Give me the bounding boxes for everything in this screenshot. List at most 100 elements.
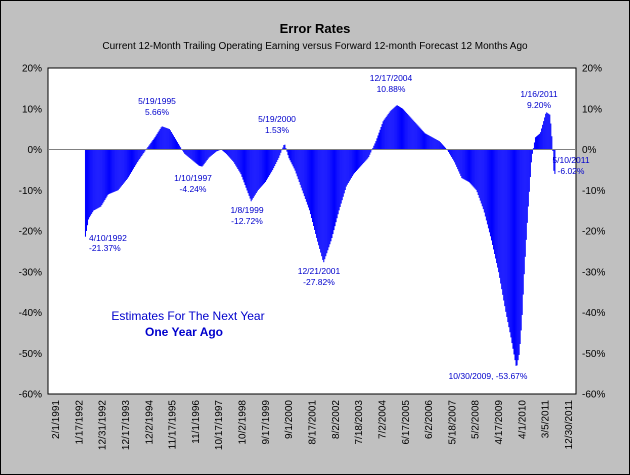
bar — [204, 149, 206, 163]
bar — [518, 149, 520, 355]
bar — [330, 149, 332, 242]
bar — [400, 107, 403, 150]
y-tick-label: -10% — [19, 186, 42, 197]
bar — [150, 142, 152, 150]
y-tick-label: -30% — [19, 267, 42, 278]
bar — [499, 149, 501, 278]
bar — [277, 149, 279, 160]
bar — [455, 149, 457, 165]
bar — [138, 149, 140, 161]
bar — [137, 149, 139, 162]
bar — [329, 149, 331, 245]
bar — [156, 133, 158, 150]
bar — [105, 149, 107, 199]
bar — [133, 149, 135, 169]
bar — [248, 149, 250, 196]
bar — [303, 149, 305, 197]
bar — [135, 149, 137, 166]
bar — [263, 149, 265, 184]
bar — [341, 149, 343, 201]
bar — [117, 149, 119, 191]
bar — [461, 149, 463, 179]
bar — [107, 149, 109, 195]
bar — [338, 149, 340, 211]
bar — [454, 149, 456, 163]
annotation-value: -27.82% — [303, 277, 335, 287]
bar — [402, 108, 404, 150]
bar — [482, 149, 484, 210]
bar — [347, 149, 349, 183]
bar — [451, 149, 453, 158]
bar — [108, 149, 110, 195]
bar — [429, 136, 431, 150]
bar — [470, 149, 472, 185]
bar — [242, 149, 244, 180]
bar — [509, 149, 511, 333]
bar — [147, 147, 149, 150]
bar — [205, 149, 207, 162]
bar — [121, 149, 123, 186]
bar — [269, 149, 271, 176]
bar — [134, 149, 136, 168]
bar — [391, 109, 393, 150]
annotation-date: 4/10/1992 — [89, 233, 127, 243]
bar — [92, 149, 94, 213]
bar — [233, 149, 235, 163]
bar — [485, 149, 487, 221]
bar — [533, 142, 535, 150]
bar — [425, 133, 427, 150]
bar — [276, 149, 278, 162]
bar — [412, 119, 414, 150]
bar — [541, 128, 543, 150]
bar — [314, 149, 316, 230]
bar — [521, 149, 523, 315]
annotation-value: -12.72% — [231, 216, 263, 226]
bar — [211, 149, 213, 155]
x-tick-label: 12/31/1992 — [98, 400, 109, 450]
bar — [481, 149, 483, 207]
bar — [508, 149, 510, 328]
bar — [522, 149, 524, 295]
bar — [475, 149, 477, 190]
x-tick-label: 12/30/2011 — [564, 400, 575, 450]
bar — [126, 149, 128, 179]
bar — [164, 127, 166, 150]
bar — [503, 149, 505, 301]
annotation-date: 12/17/2004 — [370, 73, 413, 83]
bar — [350, 149, 352, 178]
bar — [552, 149, 554, 151]
bar — [427, 134, 429, 150]
y-tick-label: 0% — [582, 145, 597, 156]
bar — [320, 149, 322, 253]
bar — [275, 149, 277, 165]
bar — [336, 149, 338, 219]
bar — [484, 149, 486, 217]
bar — [372, 147, 374, 150]
bar — [116, 149, 118, 191]
bar — [456, 149, 458, 167]
bar — [411, 118, 413, 150]
bar — [268, 149, 270, 177]
bar — [370, 149, 372, 153]
bar — [282, 147, 284, 150]
annotation-date: 5/19/2000 — [258, 114, 296, 124]
bar — [190, 149, 192, 159]
bar — [300, 149, 302, 188]
bar — [240, 149, 242, 175]
bar — [178, 143, 180, 150]
y-tick-label: -10% — [582, 186, 605, 197]
bar — [198, 149, 200, 166]
bar — [88, 149, 90, 220]
bar — [452, 149, 454, 159]
bar — [228, 149, 230, 157]
bar — [139, 149, 141, 159]
bar — [239, 149, 241, 173]
x-tick-label: 6/17/2005 — [401, 400, 412, 445]
bar — [244, 149, 246, 186]
bar — [210, 149, 212, 156]
bar — [418, 126, 420, 150]
bar — [357, 149, 359, 170]
bar — [339, 149, 341, 207]
bar — [492, 149, 494, 245]
bar — [532, 148, 534, 150]
